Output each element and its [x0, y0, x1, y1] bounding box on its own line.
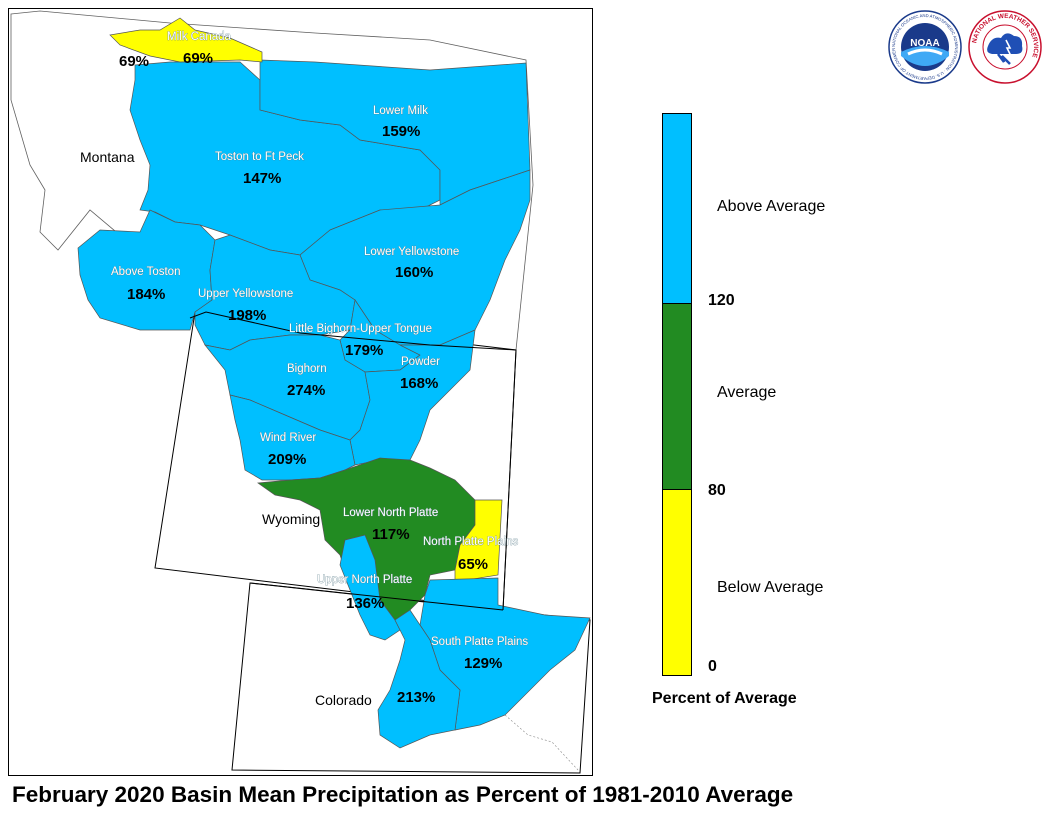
- basin-pct-south-platte-mountains: 213%: [397, 689, 435, 706]
- basin-name-powder: Powder: [401, 356, 440, 368]
- basin-pct-lower-yellowstone: 160%: [395, 264, 433, 281]
- basin-pct-lower-milk: 159%: [382, 123, 420, 140]
- basin-pct-south-platte-plains: 129%: [464, 655, 502, 672]
- basin-name-lower-milk: Lower Milk: [373, 105, 428, 117]
- basin-pct-bighorn: 274%: [287, 382, 325, 399]
- noaa-logo: NATIONAL OCEANIC AND ATMOSPHERIC ADMINIS…: [888, 10, 962, 84]
- basin-name-north-platte-plains: North Platte Plains: [423, 536, 518, 548]
- basin-name-above-toston: Above Toston: [111, 266, 180, 278]
- basin-pct-lower-north-platte: 117%: [372, 526, 410, 543]
- basin-south-platte-mountains[interactable]: [377, 609, 461, 749]
- basin-north-platte-plains[interactable]: [454, 499, 503, 583]
- basin-name-upper-yellowstone: Upper Yellowstone: [198, 288, 293, 300]
- basin-pct-wind-river: 209%: [268, 451, 306, 468]
- basin-pct-milk-canada-west: 69%: [119, 53, 149, 70]
- legend-title: Percent of Average: [652, 690, 797, 707]
- legend-tick-0: 0: [708, 658, 717, 675]
- basin-name-lower-yellowstone: Lower Yellowstone: [364, 246, 459, 258]
- map-title: February 2020 Basin Mean Precipitation a…: [12, 782, 794, 807]
- legend-seg-below: [663, 489, 691, 675]
- basin-upper-north-platte[interactable]: [339, 534, 401, 641]
- basin-lower-milk[interactable]: [259, 59, 531, 206]
- basin-name-little-bighorn: Little Bighorn-Upper Tongue: [289, 323, 432, 335]
- basin-name-bighorn: Bighorn: [287, 363, 327, 375]
- legend-seg-above: [663, 114, 691, 303]
- basin-name-wind-river: Wind River: [260, 432, 316, 444]
- noaa-text: NOAA: [910, 38, 939, 49]
- legend-label-below: Below Average: [717, 579, 824, 596]
- state-label-montana: Montana: [80, 149, 135, 165]
- state-label-wyoming: Wyoming: [262, 511, 320, 527]
- basin-pct-above-toston: 184%: [127, 286, 165, 303]
- basin-map: Montana Wyoming Colorado Milk Canada 69%…: [10, 10, 591, 774]
- legend-seg-average: [663, 303, 691, 489]
- basin-name-milk-canada: Milk Canada: [167, 31, 232, 43]
- nws-logo: NATIONAL WEATHER SERVICE: [968, 10, 1042, 84]
- legend-label-average: Average: [717, 384, 777, 401]
- basin-pct-powder: 168%: [400, 375, 438, 392]
- state-label-colorado: Colorado: [315, 692, 372, 708]
- basin-milk-canada[interactable]: [109, 17, 263, 63]
- basin-pct-upper-yellowstone: 198%: [228, 307, 266, 324]
- legend-tick-80: 80: [708, 482, 726, 499]
- basin-pct-milk-canada: 69%: [183, 50, 213, 67]
- legend-label-above: Above Average: [717, 198, 826, 215]
- basin-pct-north-platte-plains: 65%: [458, 556, 488, 573]
- legend-tick-120: 120: [708, 292, 735, 309]
- montana-wyoming-border: [189, 311, 517, 351]
- basin-name-lower-north-platte: Lower North Platte: [343, 507, 438, 519]
- basin-name-toston-ft-peck: Toston to Ft Peck: [215, 151, 304, 163]
- basin-pct-little-bighorn: 179%: [345, 342, 383, 359]
- basin-name-upper-north-platte: Upper North Platte: [317, 574, 412, 586]
- basin-name-south-platte-plains: South Platte Plains: [431, 636, 528, 648]
- basin-pct-toston-ft-peck: 147%: [243, 170, 281, 187]
- basin-pct-upper-north-platte: 136%: [346, 595, 384, 612]
- wyoming-east-border: [502, 349, 517, 611]
- legend-color-bar: [662, 113, 692, 676]
- wyoming-colorado-border: [249, 582, 504, 611]
